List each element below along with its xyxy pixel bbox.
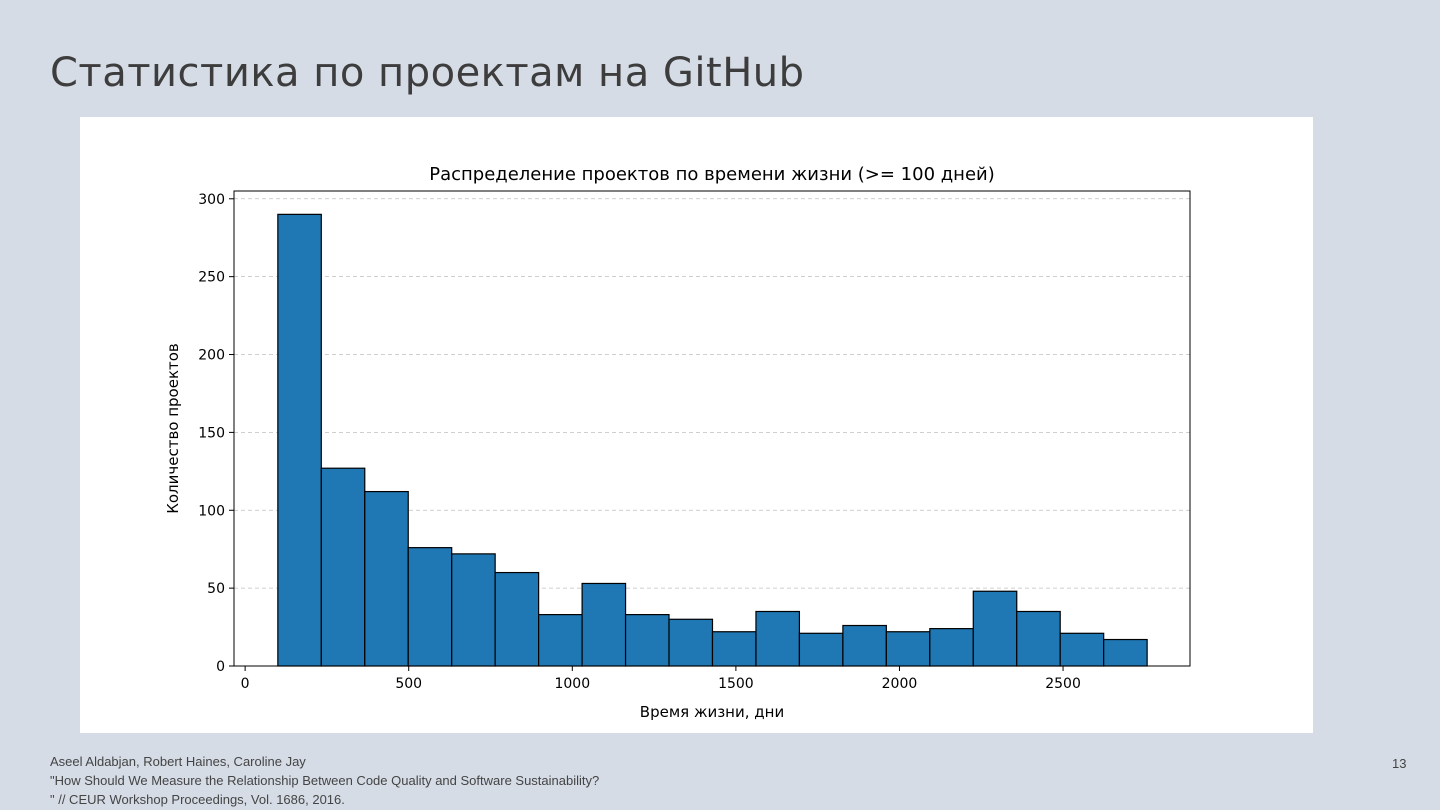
histogram-bar [494, 571, 540, 667]
histogram-bar [451, 553, 496, 667]
x-tick-label: 0 [241, 676, 250, 692]
slide-title: Статистика по проектам на GitHub [50, 50, 805, 96]
y-tick-label: 0 [216, 659, 225, 675]
y-tick-label: 300 [198, 192, 225, 208]
histogram-bar [538, 614, 583, 667]
histogram-bar [668, 618, 714, 667]
histogram-bar [972, 590, 1018, 667]
axes-frame [233, 190, 1191, 667]
histogram-chart: 0 500 1000 1500 2000 2500 0 50 100 150 200 250 300 Ра… [164, 164, 1191, 721]
histogram-bar [929, 628, 974, 667]
x-tick-label: 2000 [882, 676, 918, 692]
histogram-bar [624, 614, 670, 667]
x-axis-label: Время жизни, дни [640, 703, 784, 721]
histogram-bar [842, 624, 887, 667]
histogram-bar [277, 213, 322, 667]
citation-authors: Aseel Aldabjan, Robert Haines, Caroline … [50, 754, 306, 769]
x-tick-label: 1500 [718, 676, 754, 692]
citation-title: "How Should We Measure the Relationship … [50, 773, 600, 788]
histogram-bar [364, 490, 409, 667]
histogram-bar [407, 547, 453, 667]
y-tick-label: 250 [198, 270, 225, 286]
page-number: 13 [1392, 756, 1407, 771]
x-tick-label: 500 [395, 676, 422, 692]
histogram-bar [1059, 632, 1105, 667]
histogram-bar [885, 631, 931, 667]
y-tick-label: 50 [207, 581, 225, 597]
citation-source: " // CEUR Workshop Proceedings, Vol. 168… [50, 792, 345, 807]
citation: Aseel Aldabjan, Robert Haines, Caroline … [50, 752, 599, 809]
x-tick-label: 2500 [1045, 676, 1081, 692]
chart-title: Распределение проектов по времени жизни … [429, 164, 995, 185]
histogram-bar [1103, 638, 1148, 667]
y-tick-label: 100 [198, 503, 225, 519]
y-tick-label: 200 [198, 348, 225, 364]
chart-container: 0 500 1000 1500 2000 2500 0 50 100 150 200 250 300 Ра… [80, 117, 1313, 733]
histogram-bar [755, 610, 801, 667]
histogram-bar [581, 582, 627, 667]
histogram-bar [798, 632, 844, 667]
histogram-bar [711, 631, 757, 667]
y-axis-label: Количество проектов [164, 343, 182, 514]
y-tick-label: 150 [198, 425, 225, 441]
histogram-bar [320, 467, 366, 667]
x-tick-label: 1000 [554, 676, 590, 692]
histogram-bar [1016, 610, 1061, 667]
